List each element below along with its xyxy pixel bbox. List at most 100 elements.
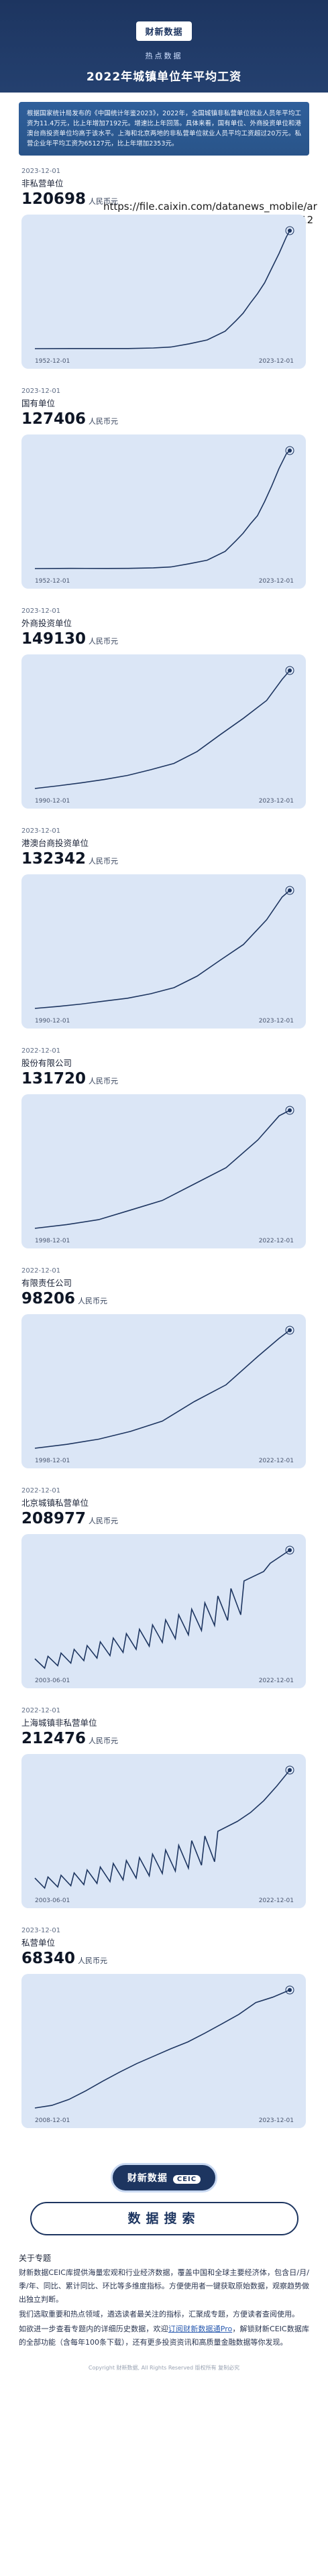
x-axis-start-label: 1990-12-01 xyxy=(35,798,70,805)
chart-card[interactable]: 2003-06-01 2022-12-01 xyxy=(21,1534,306,1688)
chart-section: 2023-12-01 港澳台商投资单位 132342 人民币元 1990-12-01 20… xyxy=(0,827,328,1029)
value-row: 68340 人民币元 xyxy=(21,1950,328,1967)
latest-point-ring xyxy=(285,446,294,455)
line-chart xyxy=(34,226,294,349)
chart-section: 2023-12-01 外商投资单位 149130 人民币元 1990-12-01 2023… xyxy=(0,607,328,809)
latest-point xyxy=(288,668,292,672)
value-row: 212476 人民币元 xyxy=(21,1730,328,1747)
series-label: 有限责任公司 xyxy=(21,1278,72,1288)
x-axis-end-label: 2022-12-01 xyxy=(258,1458,294,1464)
chart-card[interactable]: 2003-06-01 2022-12-01 xyxy=(21,1754,306,1908)
latest-date: 2023-12-01 xyxy=(21,168,61,175)
latest-date: 2023-12-01 xyxy=(21,827,61,835)
latest-value: 98206 xyxy=(21,1290,76,1307)
chart-card[interactable]: 1990-12-01 2023-12-01 xyxy=(21,874,306,1029)
series-line xyxy=(34,890,290,1009)
unit-label: 人民币元 xyxy=(89,1077,119,1086)
latest-point xyxy=(288,1108,292,1112)
latest-point xyxy=(288,1548,292,1552)
latest-point-ring xyxy=(285,886,294,895)
x-axis-start-label: 2008-12-01 xyxy=(35,2117,70,2124)
about-p3-pre: 如欲进一步查看专题内的详细历史数据，欢迎 xyxy=(19,2325,168,2333)
series-label: 外商投资单位 xyxy=(21,618,72,628)
about-section: 关于专题 财新数据CEIC库提供海量宏观和行业经济数据，覆盖中国和全球主要经济体… xyxy=(19,2251,309,2375)
chart-section: 2022-12-01 北京城镇私营单位 208977 人民币元 2003-06-01 20… xyxy=(0,1487,328,1688)
latest-date: 2023-12-01 xyxy=(21,388,61,395)
series-label: 私营单位 xyxy=(21,1938,56,1948)
value-row: 132342 人民币元 xyxy=(21,850,328,868)
about-paragraph-2: 我们选取重要和热点领域，遴选读者最关注的指标，汇聚成专题，方便读者查阅使用。 xyxy=(19,2310,299,2319)
x-axis-end-label: 2023-12-01 xyxy=(258,358,294,365)
latest-point xyxy=(288,888,292,892)
latest-date: 2023-12-01 xyxy=(21,1927,61,1934)
data-search-button[interactable]: 数据搜索 xyxy=(30,2202,298,2235)
x-axis-end-label: 2022-12-01 xyxy=(258,1238,294,1244)
x-axis-start-label: 2003-06-01 xyxy=(35,1897,70,1904)
line-chart xyxy=(34,1985,294,2109)
value-row: 120698 人民币元 xyxy=(21,190,328,208)
series-label: 上海城镇非私营单位 xyxy=(21,1718,97,1728)
latest-point-ring xyxy=(285,1326,294,1335)
header-subtitle: 热点数据 xyxy=(145,52,183,60)
series-label: 国有单位 xyxy=(21,398,56,408)
unit-label: 人民币元 xyxy=(89,857,119,866)
latest-value: 131720 xyxy=(21,1070,87,1088)
chart-card[interactable]: 1952-12-01 2023-12-01 xyxy=(21,215,306,369)
latest-date: 2022-12-01 xyxy=(21,1487,61,1495)
x-axis-start-label: 1952-12-01 xyxy=(35,578,70,585)
latest-date: 2022-12-01 xyxy=(21,1707,61,1714)
latest-date: 2022-12-01 xyxy=(21,1047,61,1055)
latest-point xyxy=(288,229,292,233)
latest-point xyxy=(288,1768,292,1772)
series-line xyxy=(34,1330,290,1449)
chart-section: 2023-12-01 私营单位 68340 人民币元 2008-12-01 2023-12… xyxy=(0,1927,328,2128)
value-row: 131720 人民币元 xyxy=(21,1070,328,1088)
line-chart xyxy=(34,886,294,1009)
value-row: 208977 人民币元 xyxy=(21,1510,328,1527)
line-chart xyxy=(34,446,294,569)
latest-value: 120698 xyxy=(21,190,87,208)
chart-card[interactable]: 1952-12-01 2023-12-01 xyxy=(21,434,306,589)
x-axis-end-label: 2023-12-01 xyxy=(258,1018,294,1024)
x-axis-start-label: 1998-12-01 xyxy=(35,1458,70,1464)
latest-point-ring xyxy=(285,1765,294,1775)
x-axis-end-label: 2023-12-01 xyxy=(258,798,294,805)
unit-label: 人民币元 xyxy=(89,637,119,646)
latest-value: 68340 xyxy=(21,1950,76,1967)
series-line xyxy=(34,450,290,569)
series-line xyxy=(34,670,290,789)
chart-card[interactable]: 1998-12-01 2022-12-01 xyxy=(21,1094,306,1248)
unit-label: 人民币元 xyxy=(78,1297,108,1305)
series-line xyxy=(34,230,290,349)
x-axis-start-label: 2003-06-01 xyxy=(35,1678,70,1684)
series-line xyxy=(34,1989,290,2109)
chart-card[interactable]: 2008-12-01 2023-12-01 xyxy=(21,1974,306,2128)
series-line xyxy=(34,1549,290,1670)
latest-point xyxy=(288,449,292,453)
chart-section: 2022-12-01 有限责任公司 98206 人民币元 1998-12-01 2022-… xyxy=(0,1267,328,1468)
subscribe-link[interactable]: 订阅财新数据通Pro xyxy=(168,2325,233,2333)
value-row: 149130 人民币元 xyxy=(21,630,328,648)
about-p3-post: ，解锁财新CEIC数据库的全部功能（含每年100条下载），还有更多投资资讯和高质… xyxy=(19,2325,310,2347)
latest-date: 2023-12-01 xyxy=(21,607,61,615)
latest-point-ring xyxy=(285,226,294,235)
footer-logo-text: 财新数据 xyxy=(127,2173,168,2184)
latest-value: 149130 xyxy=(21,630,87,648)
latest-value: 132342 xyxy=(21,850,87,868)
latest-point xyxy=(288,1328,292,1332)
chart-section: 2022-12-01 股份有限公司 131720 人民币元 1998-12-01 2022… xyxy=(0,1047,328,1248)
chart-card[interactable]: 1990-12-01 2023-12-01 xyxy=(21,654,306,809)
chart-section: 2023-12-01 国有单位 127406 人民币元 1952-12-01 2023-1… xyxy=(0,388,328,589)
latest-point xyxy=(288,1988,292,1992)
series-label: 北京城镇私营单位 xyxy=(21,1498,89,1508)
chart-card[interactable]: 1998-12-01 2022-12-01 xyxy=(21,1314,306,1468)
latest-point-ring xyxy=(285,1545,294,1555)
line-chart xyxy=(34,666,294,789)
unit-label: 人民币元 xyxy=(78,1956,108,1965)
latest-point-ring xyxy=(285,1985,294,1995)
line-chart xyxy=(34,1545,294,1670)
about-title: 关于专题 xyxy=(19,2253,52,2263)
chart-section: 2023-12-01 非私营单位 120698 人民币元 1952-12-01 2023-… xyxy=(0,168,328,369)
x-axis-start-label: 1998-12-01 xyxy=(35,1238,70,1244)
